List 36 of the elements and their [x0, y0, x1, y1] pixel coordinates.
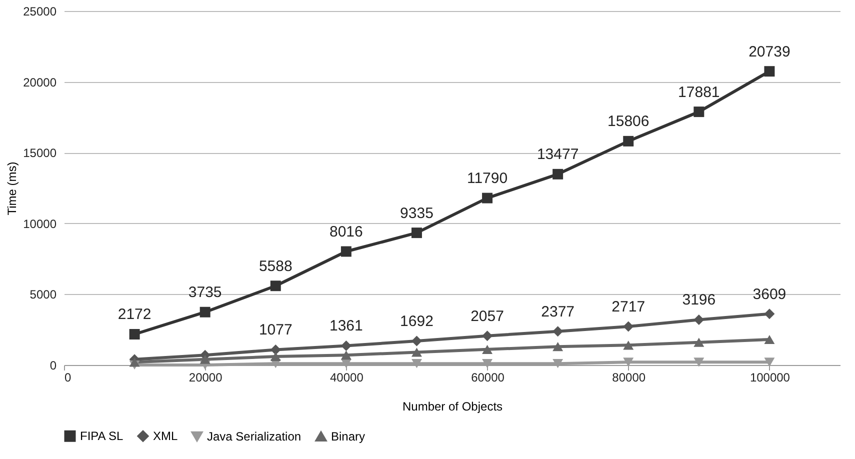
- y-tick-label: 25000: [23, 4, 57, 18]
- x-tick-label: 20000: [188, 370, 223, 384]
- y-tick-label: 15000: [23, 146, 57, 160]
- legend-label: Java Serialization: [207, 429, 302, 444]
- legend-label: XML: [153, 429, 178, 444]
- data-label: 3196: [682, 292, 716, 309]
- y-tick-label: 20000: [23, 75, 57, 90]
- x-tick-label: 0: [64, 370, 72, 384]
- data-label: 1361: [329, 318, 363, 335]
- data-label: 11790: [466, 170, 508, 188]
- x-tick-label: 100000: [750, 370, 790, 384]
- y-axis-title: Time (ms): [5, 162, 20, 216]
- data-label: 1077: [258, 322, 292, 339]
- data-label: 15806: [608, 113, 650, 130]
- data-label: 20739: [748, 43, 790, 60]
- x-tick-label: 40000: [330, 370, 364, 384]
- data-label: 3735: [188, 284, 222, 302]
- data-label: 1692: [400, 313, 434, 330]
- data-label: 2172: [118, 306, 152, 324]
- x-tick-label: 80000: [612, 370, 646, 384]
- x-axis-title: Number of Objects: [402, 400, 503, 414]
- data-label: 8016: [329, 223, 363, 240]
- y-tick-label: 10000: [23, 216, 57, 231]
- data-label: 2377: [541, 303, 575, 320]
- x-tick-label: 60000: [471, 370, 505, 384]
- y-tick-label: 5000: [30, 288, 57, 302]
- data-label: 9335: [400, 204, 434, 222]
- data-label: 2057: [470, 308, 504, 325]
- legend-label: Binary: [331, 429, 366, 444]
- data-label: 2717: [612, 298, 646, 316]
- data-label: 13477: [536, 146, 579, 164]
- data-label: 17881: [678, 84, 720, 101]
- data-label: 3609: [752, 286, 786, 303]
- legend-label: FIPA SL: [80, 429, 124, 444]
- data-label: 5588: [258, 258, 292, 275]
- y-tick-label: 0: [50, 358, 57, 372]
